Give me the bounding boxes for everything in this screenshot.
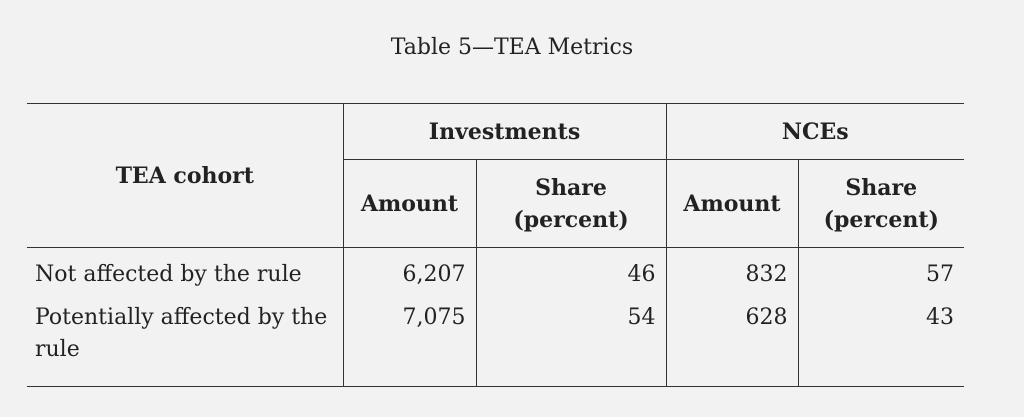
nces-share-cell: 57 <box>797 247 964 302</box>
investments-amount-cell: 6,207 <box>342 247 476 302</box>
row-label: Potentially affected by the rule <box>35 305 328 362</box>
percent-label: (percent) <box>513 206 629 233</box>
header-nces-amount: Amount <box>665 159 798 248</box>
header-nces: NCEs <box>665 103 964 160</box>
header-investments: Investments <box>342 103 666 160</box>
nces-share-cell: 43 <box>797 302 964 387</box>
header-nces-share: Share (percent) <box>797 159 964 248</box>
investments-amount-cell: 7,075 <box>342 302 476 387</box>
row-label: Not affected by the rule <box>35 262 302 287</box>
header-investments-amount: Amount <box>342 159 476 248</box>
table-caption: Table 5—TEA Metrics <box>390 35 634 60</box>
header-tea-cohort: TEA cohort <box>27 103 343 248</box>
table-row: Not affected by the rule 6,207 46 832 57 <box>27 247 964 302</box>
percent-label: (percent) <box>823 206 939 233</box>
table-row: Potentially affected by the rule 7,075 5… <box>27 302 964 387</box>
tea-metrics-table: TEA cohort Investments NCEs Amount Share… <box>27 103 964 387</box>
nces-amount-cell: 628 <box>665 302 798 387</box>
header-investments-share: Share (percent) <box>475 159 666 248</box>
investments-share-cell: 54 <box>475 302 666 387</box>
nces-amount-cell: 832 <box>665 247 798 302</box>
share-label: Share <box>535 174 607 201</box>
investments-share-cell: 46 <box>475 247 666 302</box>
share-label: Share <box>845 174 918 201</box>
